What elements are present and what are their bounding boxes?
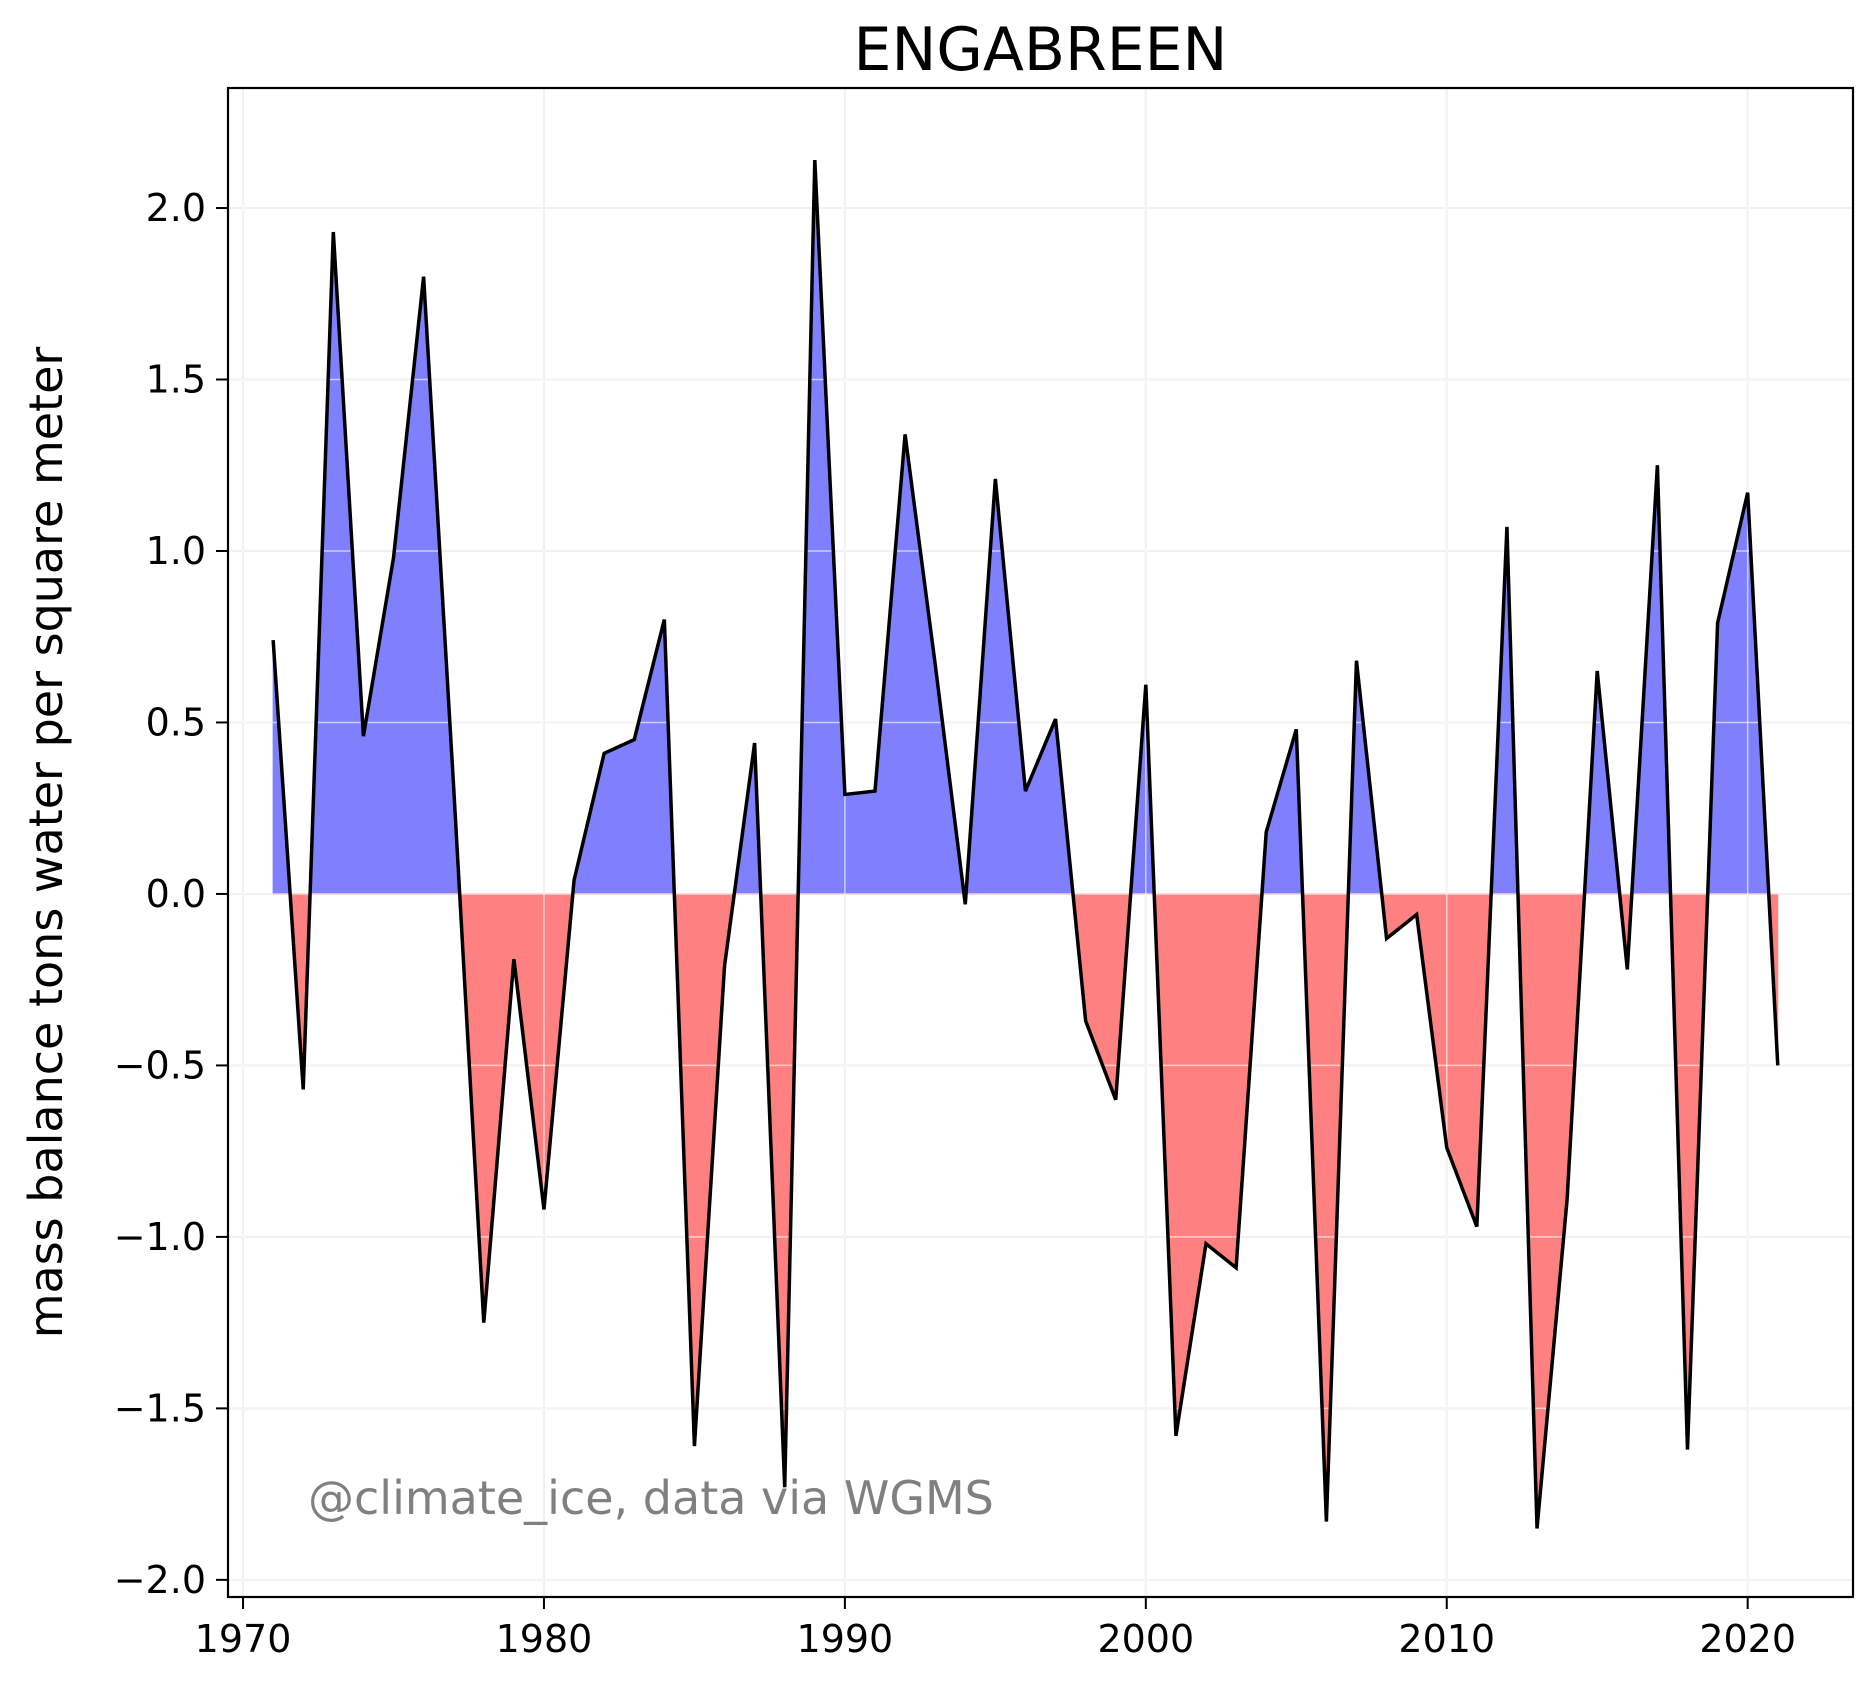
plot-frame bbox=[226, 86, 1855, 1599]
y-axis-label: mass balance tons water per square meter bbox=[19, 347, 73, 1339]
y-tick-label: −1.5 bbox=[114, 1386, 206, 1430]
mass-balance-line bbox=[271, 159, 1780, 1529]
y-tick-label: −2.0 bbox=[114, 1558, 206, 1602]
y-tick-label: −1.0 bbox=[114, 1215, 206, 1259]
x-tick-label: 1970 bbox=[195, 1617, 292, 1661]
y-tick-label: 1.5 bbox=[146, 358, 206, 402]
area-fills bbox=[228, 88, 1853, 1597]
x-tick-label: 2010 bbox=[1398, 1617, 1495, 1661]
source-annotation: @climate_ice, data via WGMS bbox=[308, 1471, 994, 1525]
chart-title: ENGABREEN bbox=[854, 15, 1228, 85]
y-tick-label: 0.5 bbox=[146, 700, 206, 744]
negative-area bbox=[273, 893, 1779, 1529]
x-tick-label: 1990 bbox=[797, 1617, 894, 1661]
x-tick-label: 1980 bbox=[496, 1617, 593, 1661]
axis-ticks: 1970 1980 1990 2000 2010 2020 −2.0 −1.5 −1.0 −0.5… bbox=[114, 186, 1796, 1661]
x-tick-label: 2000 bbox=[1097, 1617, 1194, 1661]
y-tick-label: 1.0 bbox=[146, 529, 206, 573]
data-line bbox=[271, 159, 1780, 1529]
x-tick-label: 2020 bbox=[1699, 1617, 1796, 1661]
y-tick-label: 2.0 bbox=[146, 186, 206, 230]
y-tick-label: −0.5 bbox=[114, 1043, 206, 1087]
y-tick-label: 0.0 bbox=[146, 872, 206, 916]
